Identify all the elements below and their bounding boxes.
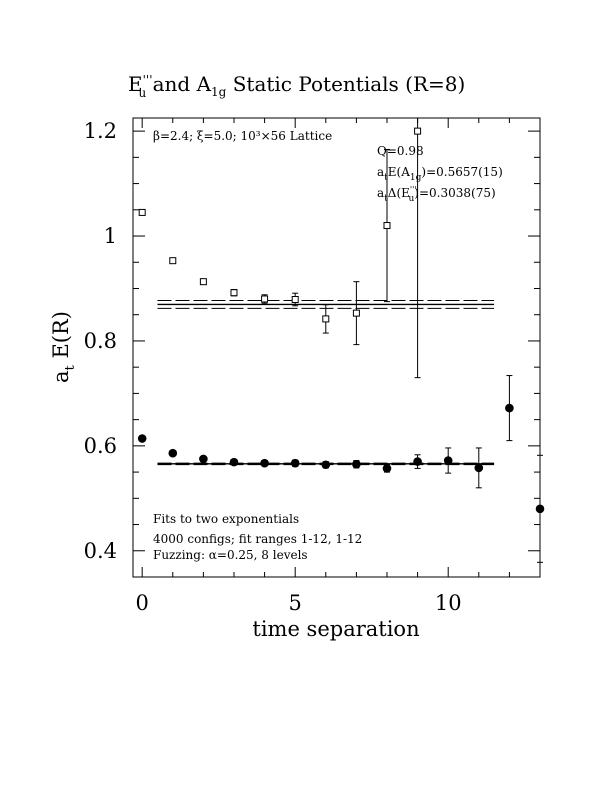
axis-ticks — [133, 118, 541, 578]
lattice-params: β=2.4; ξ=5.0; 10³×56 Lattice — [153, 129, 332, 143]
open-square-point — [414, 127, 422, 135]
filled-circle-point — [199, 454, 208, 464]
error-bars — [139, 118, 543, 563]
x-axis-label: time separation — [252, 617, 419, 641]
fit-eu-result: atΔ(E''' u)=0.3038(75) — [377, 185, 496, 204]
tick-labels: 0 5 10 0.4 0.6 0.8 1 1.2 — [84, 119, 462, 615]
fit-quality: Q=0.98 — [377, 144, 424, 158]
filled-circle-point — [137, 434, 147, 443]
filled-circle-point — [290, 458, 300, 468]
y-tick-label: 0.4 — [84, 539, 117, 563]
filled-circle-point — [321, 460, 331, 470]
filled-circle-point — [443, 456, 453, 465]
filled-circle-point — [352, 459, 361, 469]
open-square-point — [291, 296, 299, 304]
open-square-point — [230, 289, 238, 297]
x-tick-label: 5 — [289, 591, 302, 615]
y-tick-label: 1 — [104, 224, 117, 248]
y-tick-label: 0.8 — [84, 329, 117, 353]
filled-circle-point — [474, 463, 484, 473]
filled-circle-point — [168, 448, 178, 458]
open-square-point — [138, 208, 146, 216]
plot-frame — [132, 117, 541, 578]
open-square-point — [261, 295, 269, 303]
filled-circle-point — [413, 457, 422, 466]
y-axis-label: at E(R) — [49, 311, 78, 383]
note-configs: 4000 configs; fit ranges 1-12, 1-12 — [153, 532, 362, 546]
y-tick-label: 0.6 — [84, 434, 117, 458]
open-square-point — [169, 257, 177, 265]
y-tick-label: 1.2 — [84, 119, 117, 143]
filled-circle-point — [260, 458, 269, 468]
open-square-point — [199, 278, 207, 286]
chart-title: E''' u and A1g Static Potentials (R=8) — [128, 72, 465, 100]
x-tick-label: 0 — [135, 591, 148, 615]
fit-a1g-result: atE(A1g)=0.5657(15) — [377, 165, 503, 183]
x-tick-label: 10 — [435, 591, 462, 615]
filled-circle-point — [535, 504, 545, 514]
open-square-point — [322, 315, 330, 323]
note-fuzzing: Fuzzing: α=0.25, 8 levels — [153, 548, 308, 562]
note-fits: Fits to two exponentials — [153, 512, 299, 526]
open-square-point — [383, 222, 391, 230]
open-square-point — [352, 309, 360, 317]
filled-circle-point — [229, 457, 239, 467]
filled-circle-point — [382, 464, 392, 473]
data-markers — [137, 127, 545, 514]
filled-circle-point — [505, 403, 514, 413]
